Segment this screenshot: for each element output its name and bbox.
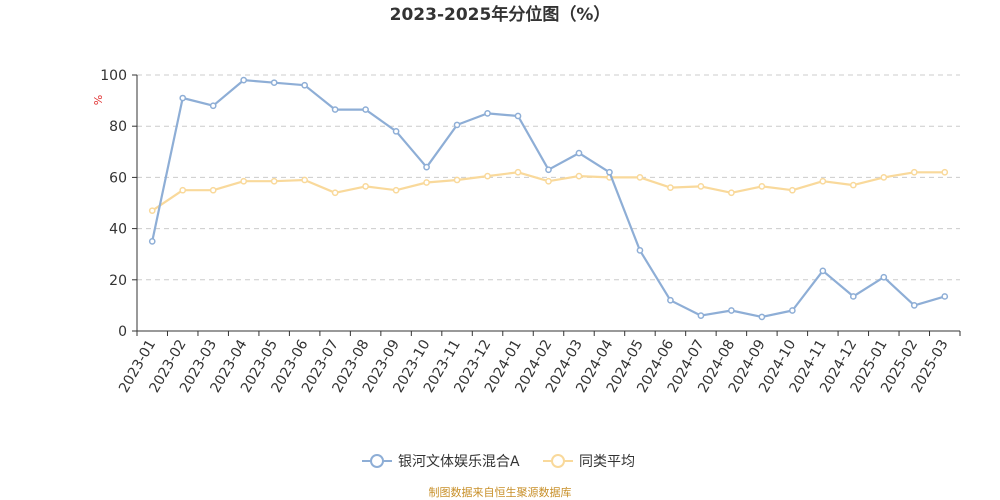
data-point[interactable] [789,307,796,314]
data-point[interactable] [270,177,278,185]
data-point[interactable] [789,186,796,194]
data-point[interactable] [270,79,278,87]
data-point[interactable] [423,179,430,186]
y-tick-label: 60 [109,170,127,186]
y-tick-label: 0 [118,324,127,340]
y-tick-label: 20 [109,273,127,289]
data-point[interactable] [331,189,339,197]
y-tick-label: 100 [100,68,127,84]
data-point[interactable] [240,76,248,84]
data-point[interactable] [849,293,857,300]
data-point[interactable] [575,172,583,180]
data-point[interactable] [758,313,766,321]
data-point[interactable] [484,172,491,180]
series-group [148,76,949,321]
data-point[interactable] [148,238,156,245]
data-point[interactable] [880,174,888,181]
data-point[interactable] [697,312,705,319]
data-point[interactable] [545,177,552,185]
data-point[interactable] [880,273,888,281]
chart-title: 2023-2025年分位图（%） [390,4,611,25]
legend-item-1[interactable]: 银河文体娱乐混合A [362,454,520,470]
data-point[interactable] [148,207,156,215]
y-tick-label: 40 [109,222,127,238]
data-point[interactable] [575,149,583,157]
y-axis-ticks: 0 20 40 60 80 100 [100,68,137,340]
data-point[interactable] [941,168,949,176]
series-line [151,78,946,318]
data-point[interactable] [545,166,552,174]
data-point[interactable] [453,176,461,184]
data-point[interactable] [758,183,766,190]
data-point[interactable] [667,296,674,304]
data-point[interactable] [362,183,369,190]
data-point[interactable] [910,302,918,309]
data-point[interactable] [728,307,735,314]
axes [136,75,960,332]
data-point[interactable] [331,106,339,113]
data-point[interactable] [819,177,827,185]
series-2 [148,168,949,215]
data-point[interactable] [209,186,217,194]
data-point[interactable] [240,177,248,185]
legend-label: 银河文体娱乐混合A [398,454,520,470]
legend-swatch-marker [551,454,565,468]
data-point[interactable] [514,112,522,120]
data-point[interactable] [667,184,674,191]
x-axis-ticks: 2023-012023-022023-032023-042023-052023-… [116,331,961,396]
data-point[interactable] [636,174,644,181]
data-point[interactable] [392,127,400,135]
data-point[interactable] [179,186,187,194]
series-1 [148,76,949,321]
data-point[interactable] [728,189,735,197]
data-point[interactable] [209,102,217,110]
data-point[interactable] [849,181,857,189]
data-point[interactable] [697,183,705,190]
y-axis-unit: % [92,95,105,105]
data-point[interactable] [819,267,827,275]
legend-label: 同类平均 [579,454,635,470]
data-point[interactable] [910,168,918,176]
grid-lines [137,74,960,281]
data-point[interactable] [484,110,491,117]
data-point[interactable] [636,247,644,254]
data-point[interactable] [362,106,369,113]
legend[interactable]: 银河文体娱乐混合A 同类平均 [362,454,635,470]
data-point[interactable] [514,168,522,176]
data-point[interactable] [301,176,308,184]
data-point[interactable] [179,94,187,102]
y-tick-label: 80 [109,119,127,135]
legend-item-2[interactable]: 同类平均 [543,454,635,470]
data-source-note: 制图数据来自恒生聚源数据库 [429,485,572,499]
data-point[interactable] [453,121,461,129]
data-point[interactable] [301,81,308,89]
data-point[interactable] [941,293,949,300]
data-point[interactable] [423,163,430,171]
data-point[interactable] [392,186,400,194]
legend-swatch-marker [370,454,384,468]
data-point[interactable] [606,168,613,176]
